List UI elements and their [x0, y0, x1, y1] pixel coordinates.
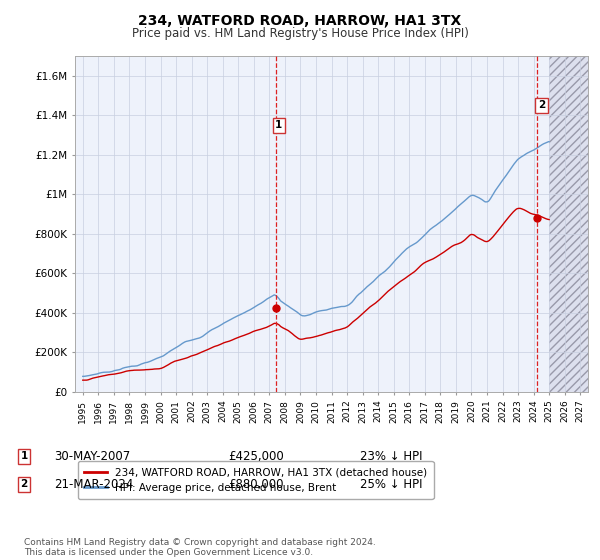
Text: £425,000: £425,000	[228, 450, 284, 463]
Text: 2: 2	[20, 479, 28, 489]
Text: 23% ↓ HPI: 23% ↓ HPI	[360, 450, 422, 463]
Text: Price paid vs. HM Land Registry's House Price Index (HPI): Price paid vs. HM Land Registry's House …	[131, 27, 469, 40]
Text: 1: 1	[20, 451, 28, 461]
Text: Contains HM Land Registry data © Crown copyright and database right 2024.
This d: Contains HM Land Registry data © Crown c…	[24, 538, 376, 557]
Legend: 234, WATFORD ROAD, HARROW, HA1 3TX (detached house), HPI: Average price, detache: 234, WATFORD ROAD, HARROW, HA1 3TX (deta…	[77, 461, 434, 499]
Text: 21-MAR-2024: 21-MAR-2024	[54, 478, 133, 491]
Text: 25% ↓ HPI: 25% ↓ HPI	[360, 478, 422, 491]
Text: 2: 2	[538, 100, 545, 110]
Text: £880,000: £880,000	[228, 478, 284, 491]
Bar	[549, 56, 588, 392]
Text: 234, WATFORD ROAD, HARROW, HA1 3TX: 234, WATFORD ROAD, HARROW, HA1 3TX	[139, 14, 461, 28]
Text: 30-MAY-2007: 30-MAY-2007	[54, 450, 130, 463]
Text: 1: 1	[275, 120, 283, 130]
